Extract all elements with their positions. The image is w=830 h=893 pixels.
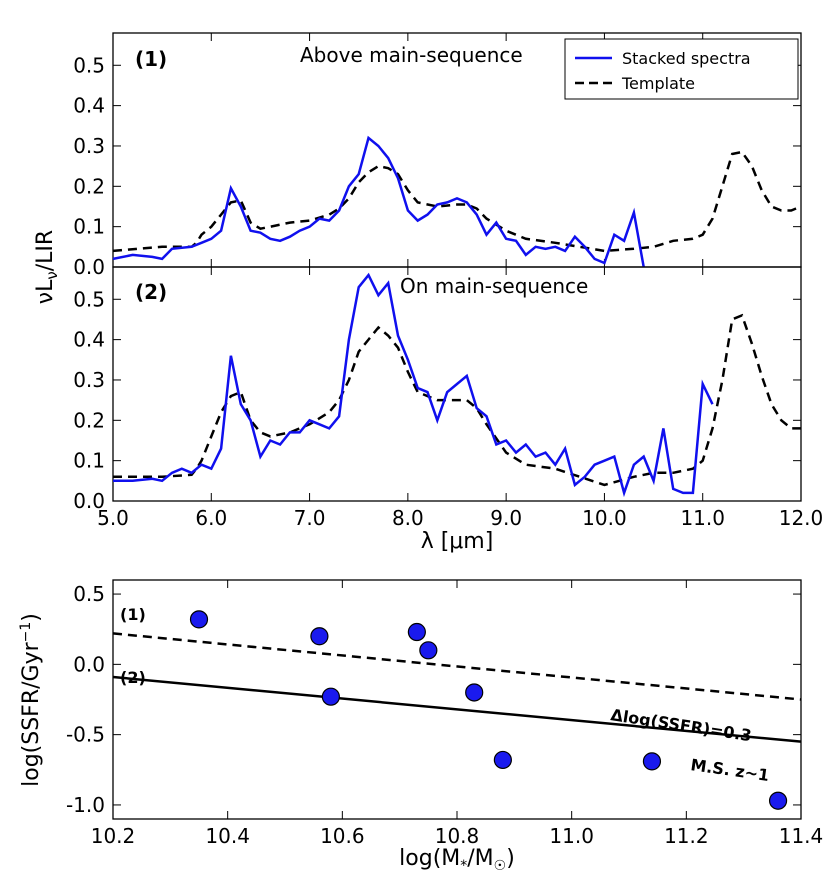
panel-3-frame [112, 579, 802, 820]
panel-2-frame [112, 266, 802, 502]
scatter-point [189, 610, 209, 629]
legend-spectra-label: Stacked spectra [622, 49, 751, 68]
xtick-label: 12.0 [779, 506, 824, 530]
ytick-label: 0.0 [73, 652, 105, 676]
ms-annotation: M.S. z~1 [689, 755, 770, 785]
offset-line-dashed [112, 632, 802, 701]
ytick-label: 0.0 [73, 255, 105, 279]
spectra-ylabel: νLν/LIR [33, 230, 61, 304]
xtick-label: 6.0 [195, 506, 227, 530]
xtick-label: 9.0 [490, 506, 522, 530]
offset-annotation: Δlog(SSFR)=0.3 [609, 705, 753, 745]
ytick-label: 0.2 [73, 174, 105, 198]
xtick-label: 11.2 [664, 824, 709, 848]
xtick-label: 11.0 [680, 506, 725, 530]
panel-2-template-line [113, 313, 801, 487]
ytick-label: 0.5 [73, 53, 105, 77]
panel-3: 0.50.0-0.5-1.0 10.2 10.4 10.6 10.8 11.0 11.2 1… [66, 579, 824, 848]
xtick-label: 7.0 [294, 506, 326, 530]
xtick-label: 10.2 [91, 824, 136, 848]
spectra-xlabel: λ [μm] [421, 529, 494, 554]
legend-box [564, 38, 799, 100]
panel-2-yticks: 0.0 0.1 0.2 0.3 0.4 0.5 [73, 287, 801, 513]
xtick-label: 10.8 [435, 824, 480, 848]
ytick-label: 0.2 [73, 408, 105, 432]
main-sequence-line [112, 675, 802, 743]
panel-2-label: (2) [135, 280, 167, 304]
panel-2-spectra-line [113, 272, 714, 498]
panel-1-label: (1) [135, 47, 167, 71]
panel-1-title: Above main-sequence [300, 43, 523, 67]
xtick-label: 11.0 [549, 824, 594, 848]
scatter-point [321, 687, 340, 706]
ytick-label: 0.4 [73, 94, 105, 118]
xtick-label: 5.0 [97, 506, 129, 530]
xtick-label: 8.0 [392, 506, 424, 530]
line-2-label: (2) [120, 668, 146, 687]
scatter-ylabel: log(SSFR/Gyr−1) [18, 613, 44, 787]
scatter-point [493, 750, 512, 770]
scatter-point [465, 683, 484, 702]
panel-3-yticks: 0.5 0.0 -0.5 -1.0 [66, 582, 801, 817]
ytick-label: -1.0 [66, 793, 105, 817]
ytick-label: 0.3 [73, 134, 105, 158]
ytick-label: 0.4 [73, 328, 105, 352]
xtick-label: 10.4 [205, 824, 250, 848]
xtick-label: 10.0 [582, 506, 627, 530]
ytick-label: 0.5 [73, 287, 105, 311]
panel-1-template-line [112, 150, 802, 253]
scatter-point [419, 641, 438, 660]
panel-2-xticks: 5.0 6.0 7.0 8.0 9.0 10.0 11.0 12.0 [97, 267, 823, 530]
panel-1-yticks: 0.0 0.1 0.2 0.3 0.4 0.5 [73, 33, 802, 279]
scatter-point [407, 622, 426, 642]
xtick-label: 11.4 [779, 824, 824, 848]
legend: Stacked spectra Template [564, 38, 799, 100]
ytick-label: 0.5 [73, 582, 105, 606]
legend-template-label: Template [621, 74, 695, 93]
xtick-label: 10.6 [320, 824, 365, 848]
panel-1: 0.0 0.1 0.2 0.3 0.4 0.5 (1) Above main-sequen… [73, 32, 802, 279]
scatter-points [189, 610, 788, 810]
panel-2-title: On main-sequence [400, 274, 588, 298]
line-1-label: (1) [120, 605, 146, 624]
ytick-label: 0.3 [73, 368, 105, 392]
panel-2: 0.0 0.1 0.2 0.3 0.4 0.5 5.0 6.0 7.0 8.0 9.0 10.0 11… [73, 266, 823, 530]
panel-3-xticks: 10.2 10.4 10.6 10.8 11.0 11.2 11.4 [91, 580, 824, 848]
ytick-label: -0.5 [66, 723, 105, 747]
ytick-label: 0.1 [73, 449, 105, 473]
scatter-point [310, 627, 329, 646]
panel-1-spectra-line [112, 135, 645, 268]
ytick-label: 0.1 [73, 215, 105, 239]
scatter-point [642, 752, 662, 771]
ytick-label: 0.0 [73, 489, 105, 513]
scatter-xlabel: log(M*/M☉) [399, 846, 515, 874]
scatter-point [768, 791, 788, 810]
